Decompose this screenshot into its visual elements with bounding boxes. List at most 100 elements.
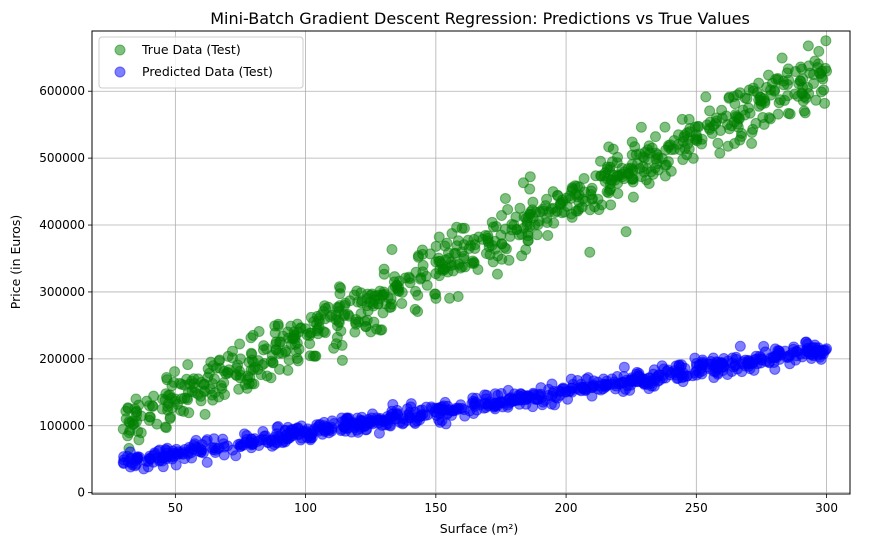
true-data-point <box>386 244 398 256</box>
x-tick-label: 300 <box>815 501 838 515</box>
predicted-data-points <box>117 336 833 475</box>
true-data-point <box>802 40 814 52</box>
y-axis-label: Price (in Euros) <box>8 215 23 309</box>
x-tick-label: 100 <box>294 501 317 515</box>
true-data-point <box>739 92 751 104</box>
true-data-point <box>124 424 136 436</box>
predicted-data-point <box>673 359 685 371</box>
legend-marker-predicted <box>114 66 126 78</box>
predicted-data-point <box>435 402 447 414</box>
true-data-point <box>417 259 429 271</box>
predicted-data-point <box>178 453 190 465</box>
true-data-point <box>803 60 815 72</box>
true-data-point <box>511 223 523 235</box>
true-data-point <box>779 94 791 106</box>
true-data-point <box>547 186 559 198</box>
true-data-point <box>336 354 348 366</box>
predicted-data-point <box>624 384 636 396</box>
true-data-point <box>659 121 671 133</box>
true-data-point <box>396 297 408 309</box>
predicted-data-point <box>133 451 145 463</box>
true-data-point <box>609 174 621 186</box>
true-data-point <box>192 373 204 385</box>
predicted-data-point <box>791 345 803 357</box>
true-data-point <box>490 220 502 232</box>
x-tick-label: 50 <box>168 501 183 515</box>
true-data-point <box>148 390 160 402</box>
true-data-point <box>672 129 684 141</box>
true-data-point <box>433 231 445 243</box>
predicted-data-point <box>816 347 828 359</box>
true-data-point <box>491 268 503 280</box>
true-data-point <box>820 35 832 47</box>
true-data-point <box>182 394 194 406</box>
true-data-point <box>473 231 485 243</box>
true-data-point <box>691 131 703 143</box>
legend-marker-true <box>114 44 126 56</box>
true-data-point <box>371 323 383 335</box>
predicted-data-point <box>726 357 738 369</box>
true-data-point <box>226 352 238 364</box>
true-data-point <box>159 421 171 433</box>
predicted-data-point <box>662 364 674 376</box>
true-data-point <box>166 380 178 392</box>
true-data-point <box>377 307 389 319</box>
true-data-point <box>622 163 634 175</box>
predicted-data-point <box>154 454 166 466</box>
true-data-point <box>626 173 638 185</box>
true-data-point <box>199 408 211 420</box>
true-data-point <box>355 297 367 309</box>
true-data-point <box>700 91 712 103</box>
true-data-point <box>524 171 536 183</box>
predicted-data-point <box>293 428 305 440</box>
true-data-point <box>499 192 511 204</box>
true-data-point <box>801 82 813 94</box>
true-data-point <box>243 378 255 390</box>
predicted-data-point <box>464 405 476 417</box>
true-data-point <box>412 305 424 317</box>
y-tick-label: 400000 <box>39 218 85 232</box>
true-data-point <box>578 186 590 198</box>
x-tick-label: 150 <box>424 501 447 515</box>
true-data-point <box>487 256 499 268</box>
true-data-point <box>453 258 465 270</box>
true-data-point <box>213 355 225 367</box>
true-data-point <box>746 137 758 149</box>
true-data-point <box>520 244 532 256</box>
true-data-point <box>747 82 759 94</box>
true-data-point <box>439 240 451 252</box>
x-tick-label: 250 <box>685 501 708 515</box>
predicted-data-point <box>748 364 760 376</box>
predicted-data-point <box>631 368 643 380</box>
x-axis-ticks: 50 100 150 200 250 300 <box>168 494 838 515</box>
true-data-point <box>252 364 264 376</box>
predicted-data-point <box>323 427 335 439</box>
true-data-point <box>261 370 273 382</box>
true-data-point <box>627 191 639 203</box>
true-data-point <box>355 308 367 320</box>
true-data-point <box>433 252 445 264</box>
true-data-point <box>458 222 470 234</box>
true-data-point <box>746 126 758 138</box>
true-data-point <box>527 196 539 208</box>
true-data-point <box>799 91 811 103</box>
predicted-data-point <box>611 371 623 383</box>
true-data-point <box>186 385 198 397</box>
true-data-point <box>643 140 655 152</box>
predicted-data-point <box>734 340 746 352</box>
true-data-point <box>290 346 302 358</box>
true-data-point <box>304 350 316 362</box>
predicted-data-point <box>138 463 150 475</box>
true-data-point <box>412 289 424 301</box>
predicted-data-point <box>365 412 377 424</box>
true-data-point <box>676 113 688 125</box>
true-data-point <box>292 355 304 367</box>
predicted-data-point <box>241 430 253 442</box>
true-data-point <box>555 197 567 209</box>
true-data-point <box>312 328 324 340</box>
true-data-point <box>797 73 809 85</box>
predicted-data-point <box>380 419 392 431</box>
true-data-point <box>258 340 270 352</box>
true-data-point <box>817 73 829 85</box>
